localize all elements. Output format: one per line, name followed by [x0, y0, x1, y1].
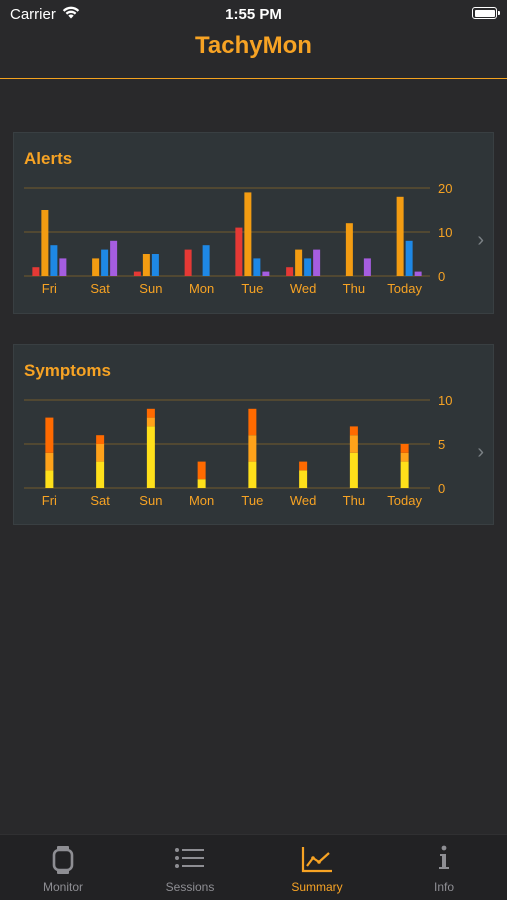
tab-summary[interactable]: Summary — [254, 835, 380, 900]
bar — [349, 435, 358, 453]
bar — [96, 435, 105, 444]
y-tick-label: 10 — [438, 393, 452, 408]
bar — [45, 470, 54, 488]
bar — [151, 254, 159, 276]
x-tick-label: Sat — [90, 281, 110, 296]
status-bar: Carrier 1:55 PM — [0, 0, 507, 28]
bar — [45, 417, 54, 453]
x-tick-label: Thu — [343, 493, 365, 508]
x-tick-label: Today — [387, 281, 422, 296]
tab-sessions[interactable]: Sessions — [127, 835, 253, 900]
y-tick-label: 0 — [438, 481, 445, 496]
bar — [197, 461, 206, 480]
x-tick-label: Wed — [290, 281, 317, 296]
x-tick-label: Tue — [241, 281, 263, 296]
bar — [396, 196, 404, 276]
bar — [400, 452, 409, 462]
bar — [304, 258, 312, 276]
tab-label: Sessions — [165, 880, 215, 894]
bar — [41, 210, 49, 276]
tab-label: Summary — [291, 880, 343, 894]
bar — [133, 271, 141, 276]
bar — [59, 258, 67, 276]
bar — [50, 245, 58, 276]
info-icon — [439, 845, 449, 869]
chart-icon — [301, 847, 332, 873]
y-tick-label: 10 — [438, 225, 452, 240]
bar — [197, 479, 206, 488]
bar — [345, 223, 353, 276]
bar — [400, 461, 409, 488]
y-tick-label: 20 — [438, 181, 452, 196]
bar — [405, 240, 413, 276]
carrier-label: Carrier — [10, 6, 56, 23]
bar — [295, 249, 303, 276]
bar — [96, 444, 105, 462]
bar — [235, 227, 243, 276]
bar — [414, 271, 422, 276]
bar — [101, 249, 109, 276]
x-tick-label: Sun — [139, 281, 162, 296]
bar — [146, 408, 155, 418]
bar — [184, 249, 192, 276]
bar — [313, 249, 321, 276]
bar — [244, 192, 252, 276]
bar — [286, 267, 294, 276]
x-tick-label: Mon — [189, 281, 214, 296]
bar — [248, 461, 257, 488]
bar — [248, 435, 257, 462]
nav-bar: TachyMon — [0, 28, 507, 79]
bar — [349, 426, 358, 436]
page-title: TachyMon — [195, 32, 312, 59]
x-tick-label: Thu — [343, 281, 365, 296]
watch-icon — [52, 846, 74, 874]
clock: 1:55 PM — [225, 6, 282, 23]
x-tick-label: Wed — [290, 493, 317, 508]
tab-label: Monitor — [42, 880, 83, 894]
battery-icon — [472, 7, 500, 19]
x-tick-label: Sun — [139, 493, 162, 508]
chevron-right-icon[interactable]: › — [477, 229, 484, 251]
x-tick-label: Sat — [90, 493, 110, 508]
tab-label: Info — [433, 880, 454, 894]
symptoms-title: Symptoms — [24, 361, 111, 380]
bar — [32, 267, 40, 276]
x-tick-label: Fri — [42, 281, 57, 296]
alerts-title: Alerts — [24, 149, 73, 168]
wifi-icon — [62, 6, 80, 19]
bar — [299, 461, 308, 471]
symptoms-card[interactable]: Symptoms 0 5 10 Fri Sat Sun Mon Tue Wed Thu Today … — [13, 344, 494, 525]
bar — [400, 444, 409, 453]
bar — [45, 452, 54, 471]
alerts-card[interactable]: Alerts 0 10 20 Fri Sat Sun Mon Tue Wed Thu Today › — [13, 132, 494, 314]
x-tick-label: Fri — [42, 493, 57, 508]
bar — [142, 254, 150, 276]
bar — [202, 245, 210, 276]
x-tick-label: Tue — [241, 493, 263, 508]
bar — [363, 258, 371, 276]
list-icon — [175, 848, 204, 868]
y-tick-label: 5 — [438, 437, 445, 452]
bar — [146, 417, 155, 427]
bar — [262, 271, 270, 276]
bar — [349, 452, 358, 488]
bar — [253, 258, 261, 276]
tab-info[interactable]: Info — [381, 835, 507, 900]
bar — [92, 258, 100, 276]
symptoms-chart: 0 5 10 Fri Sat Sun Mon Tue Wed Thu Today — [24, 393, 452, 508]
y-tick-label: 0 — [438, 269, 445, 284]
bar — [248, 408, 257, 436]
x-tick-label: Today — [387, 493, 422, 508]
bar — [146, 426, 155, 488]
bar — [299, 470, 308, 488]
chevron-right-icon[interactable]: › — [477, 441, 484, 463]
x-tick-label: Mon — [189, 493, 214, 508]
tab-monitor[interactable]: Monitor — [0, 835, 126, 900]
alerts-chart: 0 10 20 Fri Sat Sun Mon Tue Wed Thu Today — [24, 181, 452, 296]
tab-bar: Monitor Sessions Summary Info — [0, 834, 507, 900]
bar — [96, 461, 105, 488]
bar — [110, 240, 118, 276]
